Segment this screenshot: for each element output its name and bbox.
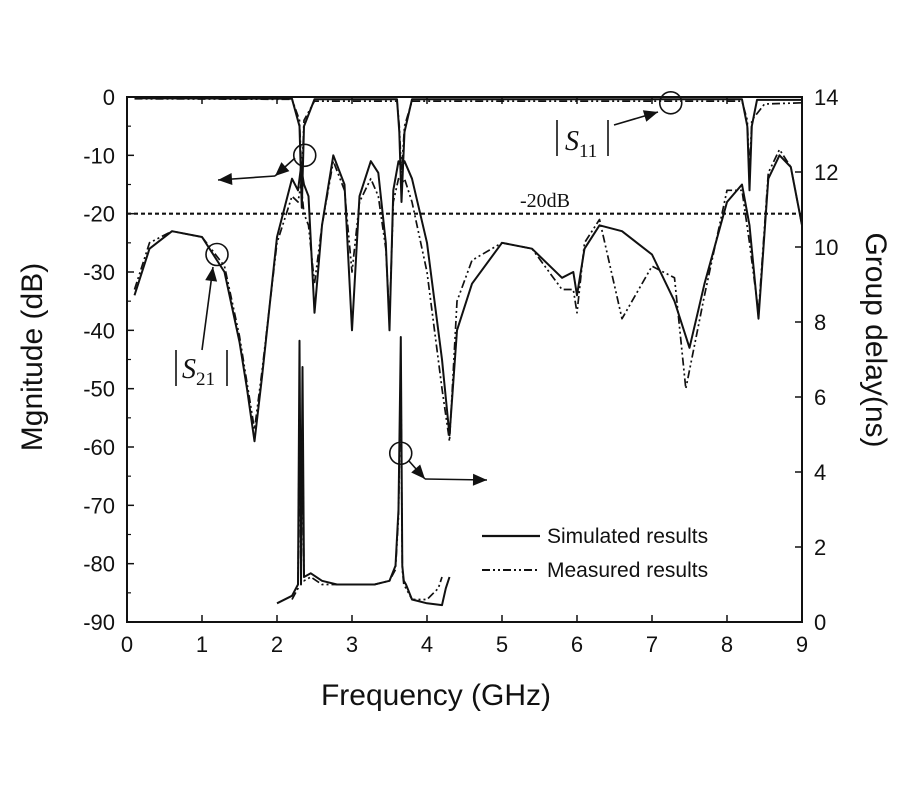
y2-tick-label: 4 — [814, 460, 826, 485]
legend-measured-label: Measured results — [547, 559, 708, 582]
left-pointer-leader — [274, 157, 296, 177]
group-delay-marker-circle — [388, 441, 413, 466]
x-tick-label: 6 — [571, 632, 583, 657]
reference-line-label: -20dB — [520, 190, 570, 212]
y-tick-label: -40 — [83, 318, 115, 343]
y-tick-label: -20 — [83, 202, 115, 227]
s11-pointer-arrow — [613, 110, 659, 126]
y2-tick-label: 2 — [814, 535, 826, 560]
s11-callout-circle — [658, 91, 683, 115]
y-tick-label: -30 — [83, 260, 115, 285]
y-tick-label: -80 — [83, 552, 115, 577]
s21-pointer-arrow — [201, 266, 218, 351]
y-tick-label: -60 — [83, 435, 115, 460]
series-line-2 — [133, 154, 803, 443]
y-tick-label: 0 — [103, 85, 115, 110]
legend-simulated-label: Simulated results — [547, 525, 708, 548]
left-axis-arrow — [217, 173, 276, 186]
s21-label-base: S — [182, 354, 196, 385]
x-tick-label: 1 — [196, 632, 208, 657]
y-tick-label: -50 — [83, 377, 115, 402]
y2-tick-label: 6 — [814, 385, 826, 410]
y2-tick-label: 10 — [814, 235, 838, 260]
y-tick-label: -70 — [83, 493, 115, 518]
s21-curve-label: S21 — [175, 350, 228, 390]
s21-label-sub: 21 — [196, 369, 215, 390]
x-axis-title: Frequency (GHz) — [321, 679, 551, 712]
s11-label-base: S — [565, 126, 579, 157]
x-tick-label: 4 — [421, 632, 433, 657]
svg-text:S11: S11 — [565, 126, 597, 162]
s11-curve-label: S11 — [556, 120, 609, 162]
x-tick-label: 0 — [121, 632, 133, 657]
s21-callout-circle — [205, 242, 229, 267]
y-tick-label: -10 — [83, 143, 115, 168]
series-line-0 — [134, 97, 802, 209]
x-tick-label: 9 — [796, 632, 808, 657]
x-tick-label: 8 — [721, 632, 733, 657]
y2-tick-label: 14 — [814, 85, 838, 110]
s21-left-marker-circle — [292, 143, 317, 168]
series-line-1 — [134, 97, 803, 180]
y2-axis-title: Group delay(ns) — [859, 232, 892, 447]
x-tick-label: 5 — [496, 632, 508, 657]
x-tick-label: 2 — [271, 632, 283, 657]
s11-label-sub: 11 — [579, 141, 597, 162]
y-tick-label: -90 — [83, 610, 115, 635]
series-line-5 — [291, 366, 443, 601]
y2-tick-label: 0 — [814, 610, 826, 635]
svg-text:S21: S21 — [182, 354, 215, 390]
series-line-3 — [133, 148, 803, 443]
legend: Simulated results Measured results — [482, 525, 708, 582]
right-axis-arrow — [424, 473, 488, 486]
y-axis-title: Mgnitude (dB) — [16, 263, 49, 451]
y2-tick-label: 12 — [814, 160, 838, 185]
right-pointer-leader — [408, 460, 426, 480]
x-tick-label: 3 — [346, 632, 358, 657]
y2-tick-label: 8 — [814, 310, 826, 335]
x-tick-label: 7 — [646, 632, 658, 657]
